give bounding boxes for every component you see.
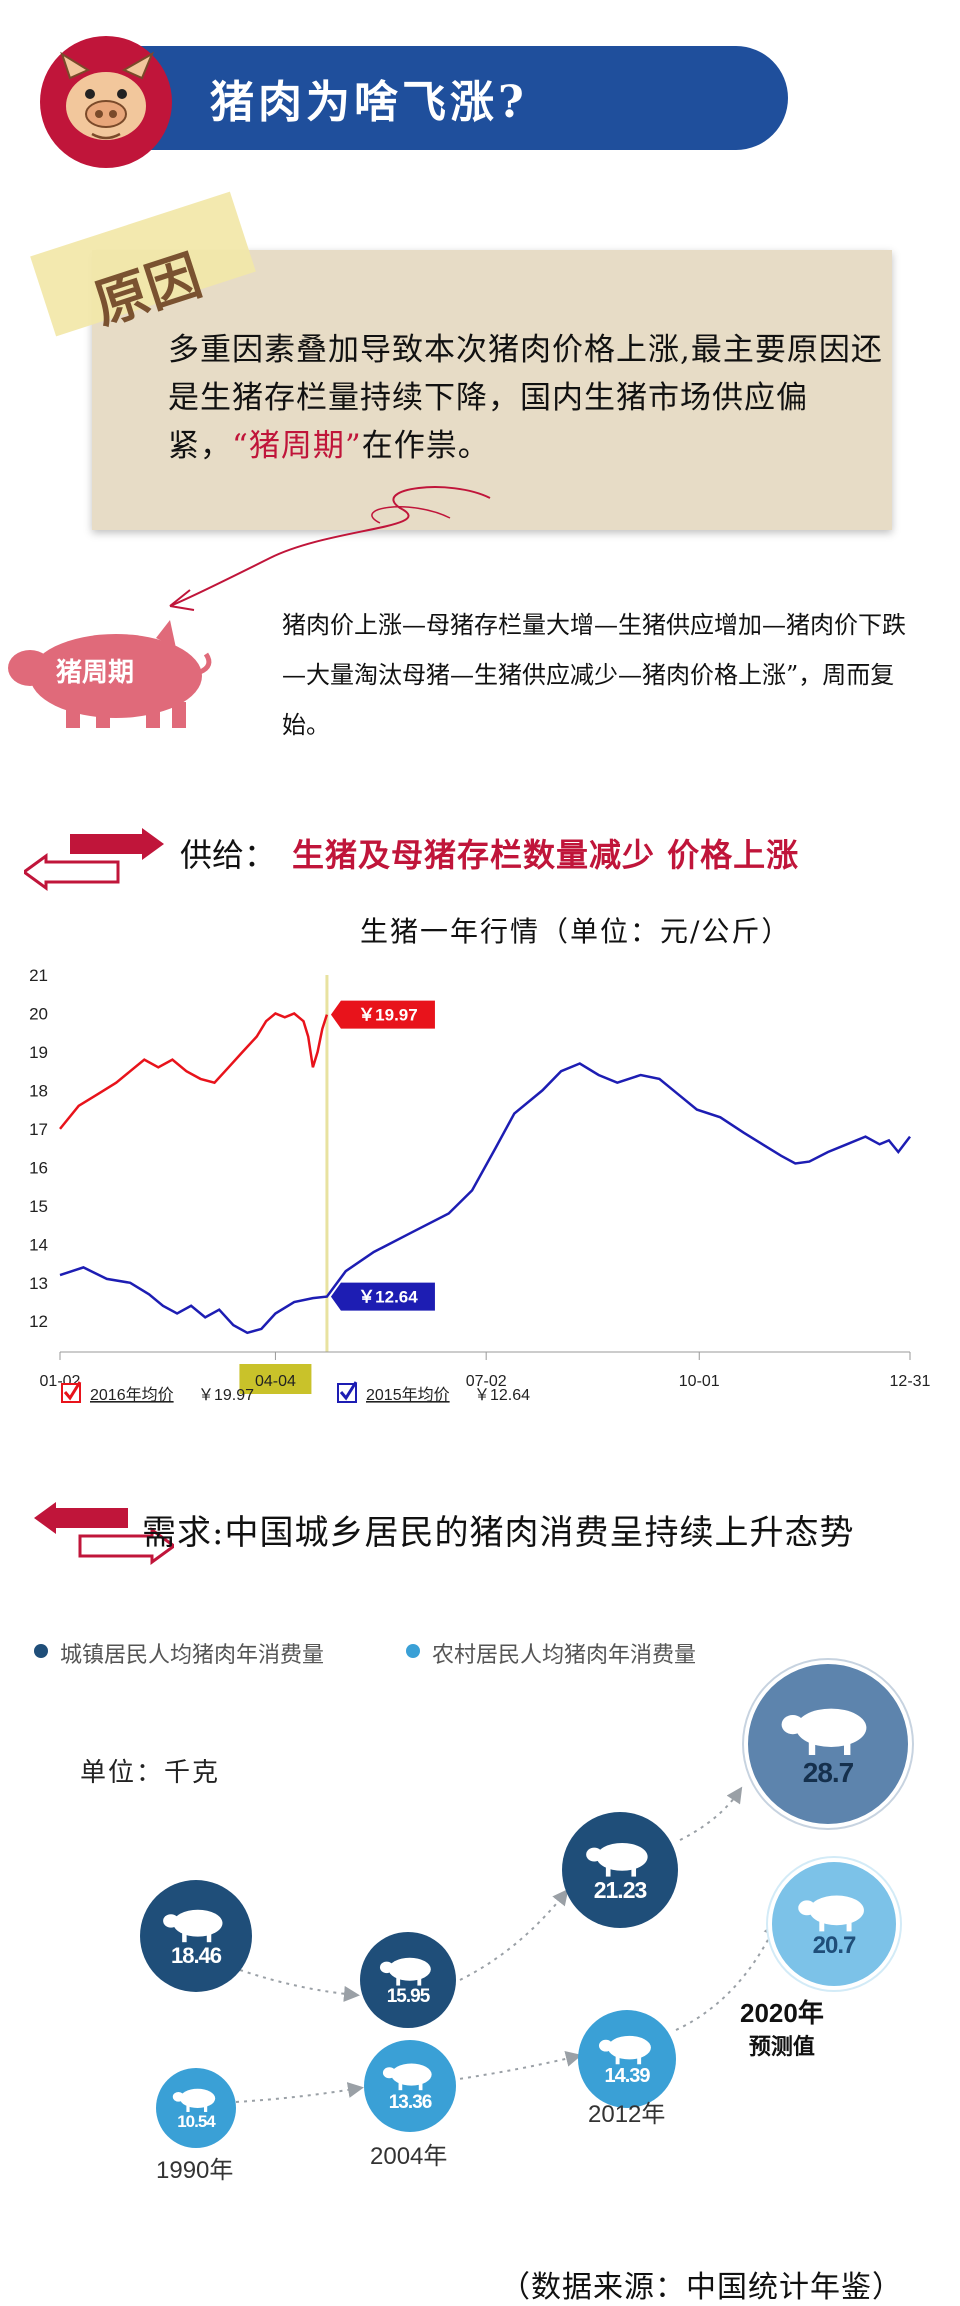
x-tick-label: 04-04 (255, 1373, 296, 1390)
end-label-box (330, 1282, 435, 1311)
reason-note (92, 250, 892, 530)
rural-2020-value: 20.7 (812, 1932, 857, 1960)
rural-legend-dot (406, 1644, 420, 1658)
pig-cycle-label: 猪周期 (56, 657, 135, 687)
y-tick-label: 20 (29, 1004, 48, 1023)
pig-icon (781, 1708, 867, 1756)
legend-value: ￥19.97 (198, 1387, 254, 1404)
exchange-arrows-icon (24, 828, 164, 891)
rural-2012-bubble: 14.39 (578, 2010, 676, 2108)
year-1990: 1990年 (156, 2157, 234, 2184)
end-label-text: ￥19.97 (358, 1006, 418, 1025)
series-line (59, 1062, 911, 1335)
supply-label: 供给： (180, 836, 277, 874)
reason-text-part: 多重因素叠加导致本次猪肉价格上涨,最主要原因还是生猪存栏量持续下降，国内生猪市场… (168, 332, 883, 464)
header-banner (120, 46, 788, 150)
pig-icon (163, 1909, 223, 1943)
y-axis-ticks: 12 13 14 15 16 17 18 19 20 21 (29, 966, 48, 1331)
pig-logo (40, 36, 172, 168)
pig-icon (586, 1842, 648, 1877)
urban-2004-bubble: 15.95 (360, 1932, 456, 2028)
urban-2012-value: 21.23 (593, 1877, 648, 1904)
reason-text: 多重因素叠加导致本次猪肉价格上涨,最主要原因还是生猪存栏量持续下降，国内生猪市场… (168, 326, 888, 470)
end-labels: ￥19.97 ￥12.64 (330, 1000, 435, 1311)
y-tick-label: 18 (29, 1081, 48, 1100)
chart-grid (60, 975, 910, 1353)
urban-1990-value: 18.46 (170, 1943, 222, 1969)
y-tick-label: 17 (29, 1120, 48, 1139)
urban-legend-dot (34, 1644, 48, 1658)
urban-legend-label: 城镇居民人均猪肉年消费量 (60, 1642, 325, 1667)
check-icon (63, 1381, 82, 1401)
data-source: （数据来源：中国统计年鉴） (500, 2270, 903, 2305)
y-tick-label: 16 (29, 1158, 48, 1177)
trend-connectors (235, 1786, 779, 2103)
pig-icon (598, 2035, 651, 2065)
y-tick-label: 12 (29, 1312, 48, 1331)
forecast-label: 2020年 预测值 (740, 1996, 824, 2064)
pig-icon (172, 2088, 216, 2112)
pig-icon (383, 2063, 433, 2091)
urban-2020-value: 28.7 (802, 1756, 854, 1788)
x-tick-label: 07-02 (466, 1373, 507, 1390)
pig-cycle-highlight: “猪周期” (232, 428, 362, 464)
rural-legend-label: 农村居民人均猪肉年消费量 (432, 1642, 697, 1667)
x-tick-label: 12-31 (890, 1373, 931, 1390)
pig-cycle-text: 猪肉价上涨—母猪存栏量大增—生猪供应增加—猪肉价下跌—大量淘汰母猪—生猪供应减少… (282, 611, 906, 739)
y-tick-label: 21 (29, 966, 48, 985)
x-tick-label: 10-01 (679, 1373, 720, 1390)
rural-2004-bubble: 13.36 (364, 2040, 456, 2132)
chart-series (59, 1012, 911, 1335)
legend-label: 2015年均价 (366, 1386, 450, 1404)
y-tick-label: 13 (29, 1274, 48, 1293)
y-tick-label: 15 (29, 1197, 48, 1216)
x-axis-ticks: 01-02 04-04 07-02 10-01 12-31 (40, 1352, 931, 1394)
legend-value: ￥12.64 (474, 1387, 530, 1404)
urban-2004-value: 15.95 (386, 1986, 431, 2008)
urban-2012-bubble: 21.23 (562, 1812, 678, 1928)
arrow-doodle-icon (169, 486, 491, 611)
year-2012: 2012年 (588, 2101, 666, 2128)
urban-2020-forecast-bubble: 28.7 (744, 1660, 912, 1828)
pig-silhouette-icon (8, 620, 212, 728)
page-title: 猪肉为啥飞涨? (210, 77, 528, 128)
x-tick-highlight (239, 1364, 312, 1394)
forecast-year: 2020年 (740, 1998, 824, 2028)
reason-text-end: 在作祟。 (361, 428, 490, 464)
pig-icon (798, 1895, 864, 1932)
rural-2012-value: 14.39 (604, 2065, 650, 2088)
forecast-note: 预测值 (748, 2034, 815, 2059)
demand-label: 需求:中国城乡居民的猪肉消费呈持续上升态势 (142, 1513, 855, 1553)
pig-face-icon (60, 51, 155, 140)
year-2004: 2004年 (370, 2143, 448, 2170)
supply-headline: 生猪及母猪存栏数量减少 价格上涨 (292, 836, 800, 874)
chart-title: 生猪一年行情（单位：元/公斤） (360, 915, 792, 948)
legend-label: 2016年均价 (90, 1386, 174, 1404)
series-line (59, 1012, 329, 1130)
rural-1990-bubble: 10.54 (156, 2068, 236, 2148)
pig-icon (380, 1957, 432, 1986)
rural-1990-value: 10.54 (177, 2112, 216, 2132)
end-label-text: ￥12.64 (358, 1288, 418, 1307)
chart-legend: 2016年均价 ￥19.97 2015年均价 ￥12.64 (61, 1381, 530, 1404)
rural-2004-value: 13.36 (388, 2091, 433, 2113)
rural-2020-forecast-bubble: 20.7 (768, 1858, 900, 1990)
end-label-box (330, 1000, 435, 1029)
urban-1990-bubble: 18.46 (140, 1880, 252, 1992)
unit-label: 单位：千克 (80, 1758, 221, 1788)
y-tick-label: 19 (29, 1043, 48, 1062)
exchange-arrows-icon-2 (34, 1502, 174, 1565)
check-icon (339, 1381, 358, 1401)
y-tick-label: 14 (29, 1235, 48, 1254)
